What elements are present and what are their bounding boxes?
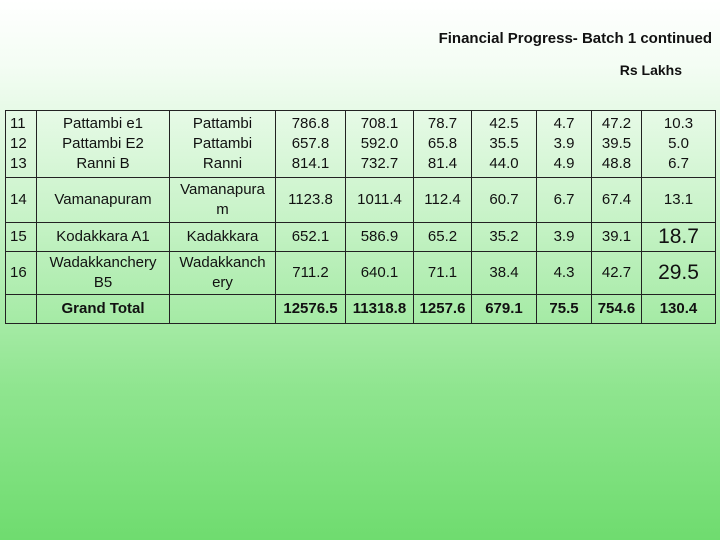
- table-row: 11 12 13 Pattambi e1 Pattambi E2 Ranni B Pat…: [5, 110, 716, 178]
- total-value-cell: 679.1: [471, 294, 537, 324]
- project-name-cell: Pattambi e1 Pattambi E2 Ranni B: [36, 110, 170, 178]
- value-cell: 652.1: [275, 222, 346, 252]
- total-value-cell: 75.5: [536, 294, 592, 324]
- block-name-cell: Wadakkanch ery: [169, 251, 276, 295]
- value-cell: 42.5 35.5 44.0: [471, 110, 537, 178]
- value-cell: 42.7: [591, 251, 642, 295]
- value-cell: 786.8 657.8 814.1: [275, 110, 346, 178]
- value-cell: 112.4: [413, 177, 472, 223]
- value-cell: 1123.8: [275, 177, 346, 223]
- sl-no-cell: 14: [5, 177, 37, 223]
- grand-total-label: Grand Total: [36, 294, 170, 324]
- table-row: 14 Vamanapuram Vamanapura m 1123.8 1011.4…: [5, 177, 716, 223]
- value-cell: 13.1: [641, 177, 716, 223]
- slide-title: Financial Progress- Batch 1 continued: [438, 30, 712, 47]
- value-cell: 71.1: [413, 251, 472, 295]
- value-cell: 39.1: [591, 222, 642, 252]
- sl-no-cell: 11 12 13: [5, 110, 37, 178]
- sl-no-cell: 16: [5, 251, 37, 295]
- total-value-cell: 12576.5: [275, 294, 346, 324]
- value-cell: 65.2: [413, 222, 472, 252]
- value-cell: 711.2: [275, 251, 346, 295]
- value-cell: 35.2: [471, 222, 537, 252]
- sl-no-cell: [5, 294, 37, 324]
- project-name-cell: Kodakkara A1: [36, 222, 170, 252]
- unit-label: Rs Lakhs: [619, 62, 682, 78]
- value-cell: 4.7 3.9 4.9: [536, 110, 592, 178]
- block-name-cell: Kadakkara: [169, 222, 276, 252]
- table-row: 16 Wadakkanchery B5 Wadakkanch ery 711.2 6…: [5, 251, 716, 295]
- value-cell: 3.9: [536, 222, 592, 252]
- value-cell: 67.4: [591, 177, 642, 223]
- sl-no-cell: 15: [5, 222, 37, 252]
- value-cell: 4.3: [536, 251, 592, 295]
- value-cell: 78.7 65.8 81.4: [413, 110, 472, 178]
- block-name-cell: [169, 294, 276, 324]
- grand-total-row: Grand Total 12576.5 11318.8 1257.6 679.1…: [5, 294, 716, 324]
- value-cell: 586.9: [345, 222, 414, 252]
- project-name-cell: Vamanapuram: [36, 177, 170, 223]
- total-value-cell: 11318.8: [345, 294, 414, 324]
- total-value-cell: 130.4: [641, 294, 716, 324]
- financial-progress-table: 11 12 13 Pattambi e1 Pattambi E2 Ranni B Pat…: [5, 110, 716, 324]
- table-row: 15 Kodakkara A1 Kadakkara 652.1 586.9 65…: [5, 222, 716, 252]
- value-cell: 10.3 5.0 6.7: [641, 110, 716, 178]
- value-cell: 60.7: [471, 177, 537, 223]
- block-name-cell: Pattambi Pattambi Ranni: [169, 110, 276, 178]
- value-cell: 1011.4: [345, 177, 414, 223]
- value-cell: 47.2 39.5 48.8: [591, 110, 642, 178]
- project-name-cell: Wadakkanchery B5: [36, 251, 170, 295]
- value-cell: 708.1 592.0 732.7: [345, 110, 414, 178]
- total-value-cell: 1257.6: [413, 294, 472, 324]
- total-value-cell: 754.6: [591, 294, 642, 324]
- value-cell: 640.1: [345, 251, 414, 295]
- block-name-cell: Vamanapura m: [169, 177, 276, 223]
- value-cell: 29.5: [641, 251, 716, 295]
- value-cell: 6.7: [536, 177, 592, 223]
- value-cell: 38.4: [471, 251, 537, 295]
- value-cell: 18.7: [641, 222, 716, 252]
